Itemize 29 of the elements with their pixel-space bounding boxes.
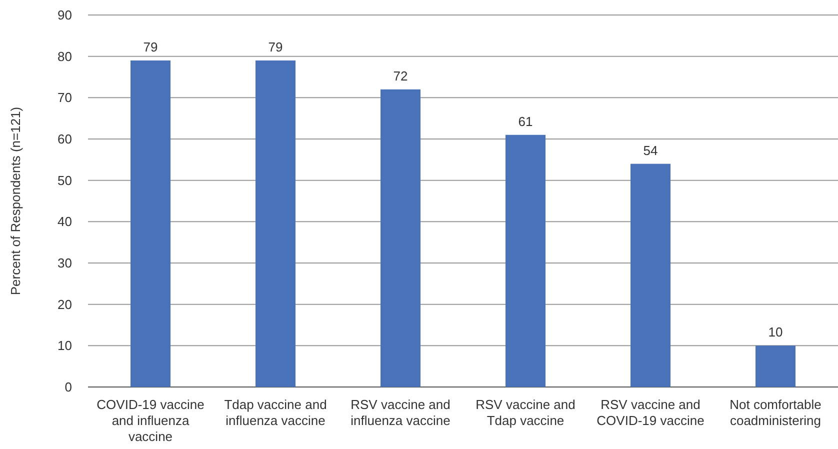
y-tick-label: 10 xyxy=(58,338,72,354)
data-label: 61 xyxy=(518,114,533,129)
x-tick-label: RSV vaccine and Tdap vaccine xyxy=(476,397,576,428)
x-tick-label: RSV vaccine and influenza vaccine xyxy=(350,397,450,428)
y-tick-label: 70 xyxy=(58,90,72,106)
x-tick-label: Not comfortable coadministering xyxy=(730,397,822,428)
y-tick-label: 80 xyxy=(58,48,72,64)
bar xyxy=(130,60,170,387)
data-label: 79 xyxy=(268,39,283,54)
bar xyxy=(256,60,296,387)
y-tick-label: 40 xyxy=(58,214,72,230)
x-tick-label: Tdap vaccine and influenza vaccine xyxy=(224,397,327,428)
y-tick-label: 50 xyxy=(58,172,72,188)
bar xyxy=(506,134,546,387)
y-tick-label: 20 xyxy=(58,296,72,312)
data-label: 72 xyxy=(393,68,408,84)
bar xyxy=(630,164,670,387)
y-tick-label: 0 xyxy=(64,380,72,395)
bar xyxy=(380,89,420,387)
x-tick-label: RSV vaccine and COVID-19 vaccine xyxy=(596,397,704,428)
y-tick-label: 60 xyxy=(58,132,72,147)
y-tick-label: 90 xyxy=(58,8,72,23)
data-label: 54 xyxy=(643,142,658,158)
y-tick-label: 30 xyxy=(58,256,72,271)
data-label: 10 xyxy=(768,324,783,340)
y-axis-title: Percent of Respondents (n=121) xyxy=(8,106,23,296)
x-tick-label: COVID-19 vaccine and influenza vaccine xyxy=(96,397,204,444)
bar xyxy=(756,346,796,387)
data-label: 79 xyxy=(143,39,158,54)
